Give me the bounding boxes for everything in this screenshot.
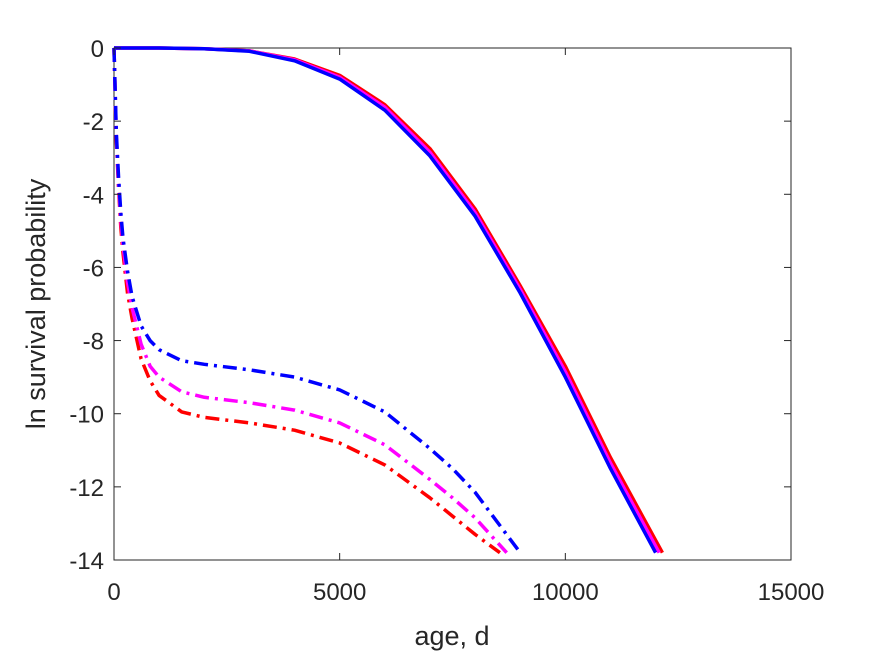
x-tick-label: 15000	[758, 579, 825, 606]
plot-area	[113, 47, 792, 561]
y-tick-label: -8	[83, 329, 104, 356]
y-axis-label: ln survival probability	[21, 178, 51, 429]
y-tick-label: -4	[83, 182, 104, 209]
series-layer	[112, 46, 664, 555]
y-tick-label: -10	[69, 402, 104, 429]
x-tick-label: 10000	[532, 579, 599, 606]
series-line-3	[114, 46, 658, 554]
x-axis-label: age, d	[414, 621, 489, 651]
y-tick-label: -12	[69, 475, 104, 502]
y-tick-label: -2	[83, 109, 104, 136]
tick-layer: 0 5000 10000 15000 0 -2 -4 -6 -8 -10 -12 -14	[69, 36, 824, 606]
x-tick-label: 0	[107, 579, 120, 606]
series-line-6	[112, 47, 522, 554]
y-tick-label: -6	[83, 255, 104, 282]
x-tick-label: 5000	[313, 579, 366, 606]
y-tick-label: -14	[69, 548, 104, 575]
y-tick-label: 0	[91, 36, 104, 63]
